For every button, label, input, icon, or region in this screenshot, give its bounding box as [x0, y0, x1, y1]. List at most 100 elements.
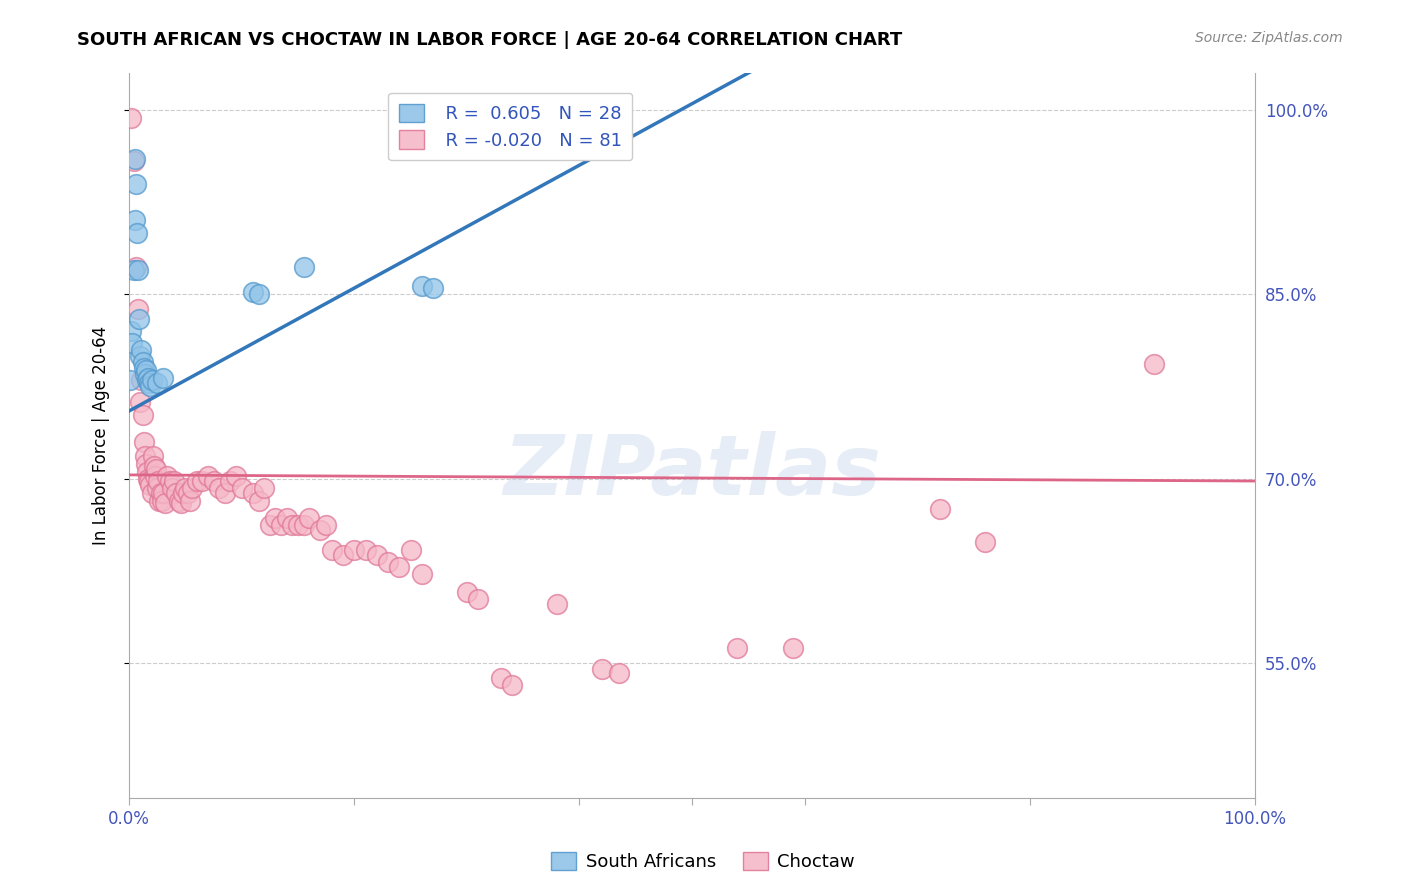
Legend: South Africans, Choctaw: South Africans, Choctaw — [544, 845, 862, 879]
Point — [167, 493, 190, 508]
Point — [135, 363, 157, 377]
Point — [139, 379, 162, 393]
Point — [591, 662, 613, 676]
Point — [150, 493, 173, 508]
Point — [411, 278, 433, 293]
Point — [467, 592, 489, 607]
Point — [131, 343, 153, 357]
Legend:   R =  0.605   N = 28,   R = -0.020   N = 81: R = 0.605 N = 28, R = -0.020 N = 81 — [388, 93, 633, 161]
Point — [131, 373, 153, 387]
Point — [287, 518, 309, 533]
Point — [928, 502, 950, 516]
Point — [247, 493, 270, 508]
Point — [121, 336, 143, 351]
Point — [148, 474, 170, 488]
Point — [456, 584, 478, 599]
Point — [120, 373, 142, 387]
Point — [139, 477, 162, 491]
Point — [128, 311, 150, 326]
Point — [125, 226, 148, 240]
Point — [219, 474, 242, 488]
Point — [134, 367, 156, 381]
Text: Source: ZipAtlas.com: Source: ZipAtlas.com — [1195, 31, 1343, 45]
Point — [782, 641, 804, 656]
Point — [163, 474, 186, 488]
Point — [1143, 357, 1166, 371]
Point — [176, 486, 198, 500]
Point — [181, 482, 204, 496]
Point — [136, 371, 159, 385]
Point — [153, 496, 176, 510]
Point — [159, 474, 181, 488]
Point — [191, 474, 214, 488]
Point — [152, 486, 174, 500]
Point — [343, 542, 366, 557]
Point — [170, 496, 193, 510]
Point — [136, 472, 159, 486]
Point — [422, 281, 444, 295]
Point — [136, 466, 159, 480]
Point — [247, 287, 270, 301]
Point — [136, 373, 159, 387]
Point — [165, 486, 187, 500]
Point — [156, 469, 179, 483]
Point — [152, 371, 174, 385]
Point — [321, 542, 343, 557]
Point — [332, 548, 354, 562]
Point — [132, 434, 155, 449]
Point — [122, 154, 145, 169]
Point — [388, 560, 411, 574]
Point — [179, 493, 201, 508]
Text: ZIPatlas: ZIPatlas — [503, 432, 882, 512]
Point — [292, 518, 315, 533]
Point — [131, 408, 153, 422]
Point — [315, 518, 337, 533]
Point — [489, 671, 512, 685]
Point — [264, 511, 287, 525]
Point — [142, 450, 165, 464]
Y-axis label: In Labor Force | Age 20-64: In Labor Force | Age 20-64 — [93, 326, 110, 545]
Point — [253, 482, 276, 496]
Point — [242, 285, 264, 299]
Point — [138, 474, 160, 488]
Point — [132, 361, 155, 376]
Point — [142, 459, 165, 474]
Point — [120, 112, 142, 126]
Point — [281, 518, 304, 533]
Point — [172, 486, 194, 500]
Point — [146, 482, 169, 496]
Point — [124, 213, 146, 227]
Point — [125, 177, 148, 191]
Point — [124, 152, 146, 166]
Point — [120, 324, 142, 338]
Point — [546, 597, 568, 611]
Point — [141, 486, 163, 500]
Point — [141, 373, 163, 387]
Point — [366, 548, 388, 562]
Point — [125, 260, 148, 275]
Point — [242, 486, 264, 500]
Point — [231, 482, 253, 496]
Point — [377, 555, 399, 569]
Point — [214, 486, 236, 500]
Point — [134, 450, 156, 464]
Point — [607, 665, 630, 680]
Point — [354, 542, 377, 557]
Point — [298, 511, 321, 525]
Point — [148, 493, 170, 508]
Point — [208, 482, 231, 496]
Point — [725, 641, 748, 656]
Point — [270, 518, 292, 533]
Point — [202, 474, 225, 488]
Point — [292, 260, 315, 275]
Point — [411, 567, 433, 582]
Point — [145, 461, 167, 475]
Point — [122, 262, 145, 277]
Point — [186, 474, 208, 488]
Point — [259, 518, 281, 533]
Point — [399, 542, 422, 557]
Point — [149, 486, 172, 500]
Point — [135, 457, 157, 471]
Point — [174, 482, 197, 496]
Point — [146, 376, 169, 390]
